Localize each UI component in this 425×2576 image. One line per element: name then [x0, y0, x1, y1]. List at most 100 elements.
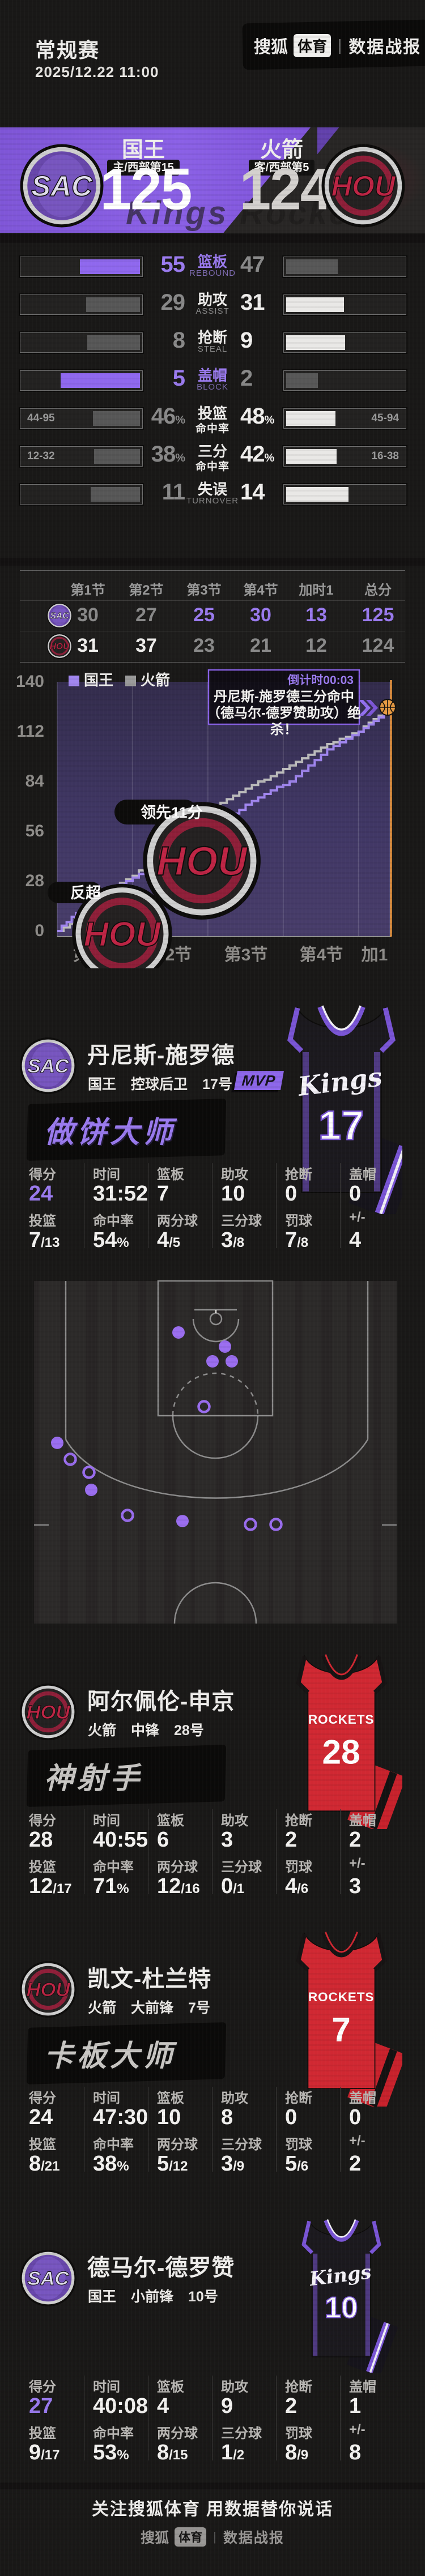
away-stat-bar [283, 257, 406, 277]
home-team-logo: SAC [19, 143, 104, 228]
footer-brand-sports-box: 体育 [175, 2527, 207, 2547]
away-team-logo: HOU [321, 143, 406, 228]
x-tick-label: 第4节 [300, 945, 343, 964]
away-stat-bar [283, 370, 406, 391]
player-jersey-box: ROCKETS 7 [280, 1931, 406, 2112]
player-jersey: ROCKETS 7 [296, 1932, 406, 2112]
away-stat-bar [283, 294, 406, 315]
chart-annotation: HOU 领先11分 [114, 800, 261, 920]
stat-cell-label: 时间 [93, 1813, 120, 1829]
player-name: 阿尔佩伦-申京 [87, 1689, 235, 1714]
player-meta-item: 大前锋 [131, 2000, 174, 2016]
away-stat-value: 14 [240, 480, 265, 505]
table-team-logo-HOU: HOU [46, 633, 73, 659]
stat-cell-value: 8/9 [285, 2441, 309, 2464]
quarter-score: 31 [77, 635, 99, 656]
svg-text:反超: 反超 [70, 885, 101, 902]
stat-cell-label: +/- [349, 2422, 366, 2437]
made-shot-dot [85, 1484, 97, 1496]
wood-streak [373, 1281, 381, 1624]
separator [0, 2483, 425, 2489]
stat-cell-value: 3 [349, 1874, 362, 1898]
stat-cell-value: 2 [285, 2394, 298, 2418]
quarter-score: 12 [305, 635, 327, 656]
away-stat-bar: 45-94 [283, 408, 406, 429]
stat-cell-label: 命中率 [93, 1214, 134, 1229]
player-tag: 神射手 [44, 1762, 143, 1795]
away-stat-bar-fill [286, 373, 318, 388]
svg-text:SAC: SAC [31, 170, 93, 202]
stat-cell-label: 助攻 [221, 2091, 248, 2106]
made-shot-dot [206, 1355, 219, 1368]
home-stat-bar-fill [91, 487, 140, 502]
stat-cell-value: 2 [349, 2152, 362, 2176]
quarter-score: 27 [135, 604, 157, 626]
missed-shot-dot [244, 1518, 257, 1531]
stat-cell-value: 4/5 [157, 1228, 181, 1252]
player-card: SAC 丹尼斯-施罗德 国王 控球后卫 17号 MVP 做饼大师 Kings 17 得分 24 时间… [0, 973, 425, 1265]
away-stat-value: 42% [240, 442, 274, 467]
home-stat-bar-fill [80, 259, 140, 274]
player-name: 德马尔-德罗赞 [87, 2255, 235, 2280]
stat-cell-value: 31:52 [93, 1182, 148, 1206]
quarter-header: 第3节 [186, 583, 222, 598]
y-tick-label: 28 [26, 872, 44, 890]
stat-cell-value: 8/15 [157, 2441, 188, 2464]
svg-text:（德马尔-德罗赞助攻）绝: （德马尔-德罗赞助攻）绝 [207, 705, 361, 721]
svg-text:10: 10 [325, 2291, 358, 2325]
chevron-right-icon [366, 700, 378, 716]
home-stat-bar [20, 257, 143, 277]
wood-streak [60, 1281, 68, 1624]
svg-text:SAC: SAC [50, 612, 70, 621]
stat-cell-value: 53% [93, 2441, 129, 2464]
svg-text:领先11分: 领先11分 [141, 804, 203, 821]
home-stat-value: 11 [162, 480, 185, 505]
player-team-logo-SAC: SAC [20, 2250, 76, 2306]
quarter-score-table: 第1节 第2节 第3节 第4节 加时1 总分 SAC 30 27 25 30 13 125 HOU 31… [20, 570, 405, 663]
stat-cell-value: 3/9 [221, 2152, 245, 2176]
player-meta-item: 17号 [202, 1076, 232, 1092]
missed-shot-dot [82, 1466, 96, 1479]
svg-text:7: 7 [332, 2010, 351, 2048]
stat-label-sub: BLOCK [197, 382, 228, 392]
home-stat-bar-fill [94, 449, 140, 464]
away-stat-value: 47 [240, 252, 265, 277]
stat-cell-value: 40:08 [93, 2394, 148, 2418]
x-tick-label: 第3节 [224, 945, 268, 964]
player-meta: 火箭 中锋 28号 [88, 1719, 219, 1740]
stat-cell-label: 三分球 [221, 1860, 262, 1875]
stat-cell-value: 4/6 [285, 1874, 309, 1898]
stat-cell-label: 助攻 [221, 2380, 248, 2395]
stat-cell-label: 抢断 [285, 2091, 312, 2106]
svg-text:HOU: HOU [331, 170, 396, 202]
stat-label: 助攻 [197, 291, 227, 308]
stat-cell-value: 2 [285, 1828, 298, 1852]
table-team-logo: HOU [46, 633, 73, 659]
x-tick-label: 加1 [362, 946, 388, 964]
y-tick-label: 0 [35, 921, 44, 940]
missed-shot-dot [63, 1453, 77, 1466]
away-stat-bar [283, 484, 406, 505]
stat-cell-label: 时间 [93, 1167, 120, 1182]
stat-cell-label: 投篮 [29, 2426, 56, 2441]
stat-cell-value: 3/8 [221, 1228, 245, 1252]
away-stat-bar-fill [286, 411, 335, 426]
home-stat-bar: 12-32 [20, 446, 143, 467]
stat-cell-value: 0 [285, 2105, 298, 2129]
stat-cell-label: 两分球 [157, 2137, 198, 2152]
footer-brand: 搜狐 体育 | 数据战报 [0, 2527, 425, 2547]
stat-cell-value: 9 [221, 2394, 233, 2418]
home-stat-value: 55 [160, 252, 186, 277]
stat-label: 投篮 [197, 405, 227, 422]
shot-chart-court [0, 1277, 425, 1648]
table-team-logo: SAC [46, 603, 73, 629]
footer-brand-report: 数据战报 [223, 2530, 284, 2546]
away-stat-bar: 16-38 [283, 446, 406, 467]
chevron-right-icon [359, 700, 371, 716]
stat-cell-value: 5/6 [285, 2152, 309, 2176]
made-shot-dot [51, 1437, 63, 1449]
svg-text:28: 28 [322, 1732, 360, 1771]
away-team-score: 124 [239, 156, 332, 223]
away-team-rank: 客/西部第5 [233, 158, 330, 176]
